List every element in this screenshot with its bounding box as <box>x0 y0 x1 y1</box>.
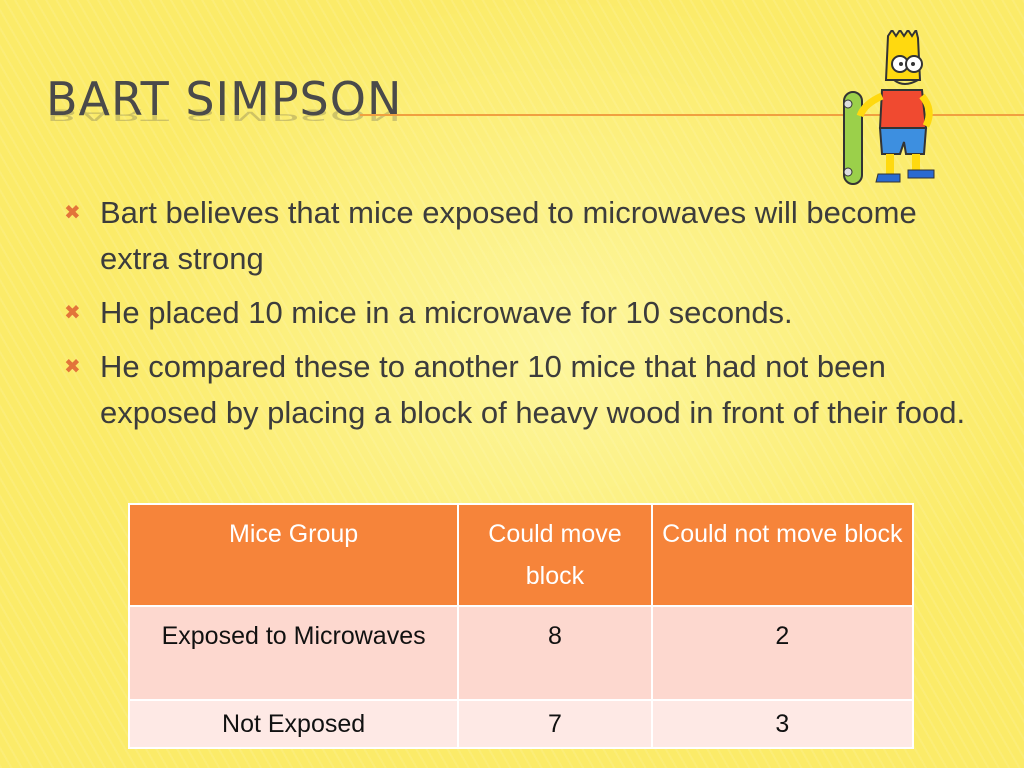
results-table: Mice Group Could move block Could not mo… <box>127 503 915 749</box>
table-cell: Exposed to Microwaves <box>127 605 460 701</box>
bullet-list: ✖ Bart believes that mice exposed to mic… <box>62 190 982 444</box>
x-mark-icon: ✖ <box>64 202 81 224</box>
table-row: Exposed to Microwaves 8 2 <box>127 605 915 701</box>
x-mark-icon: ✖ <box>64 302 81 324</box>
title-divider <box>360 114 1024 116</box>
table-cell: 8 <box>457 605 653 701</box>
table-cell: 2 <box>650 605 915 701</box>
table-header-row: Mice Group Could move block Could not mo… <box>127 503 915 607</box>
bullet-text: Bart believes that mice exposed to micro… <box>100 195 917 276</box>
bullet-text: He placed 10 mice in a microwave for 10 … <box>100 295 793 330</box>
bullet-text: He compared these to another 10 mice tha… <box>100 349 966 430</box>
slide-title-reflection: BART SIMPSON <box>46 105 403 125</box>
bullet-item: ✖ Bart believes that mice exposed to mic… <box>62 190 982 282</box>
slide-title: BART SIMPSON <box>46 72 403 126</box>
table-cell: 3 <box>650 699 915 749</box>
bart-simpson-image <box>843 30 935 185</box>
table-header-cell: Could not move block <box>650 503 915 607</box>
table-cell: Not Exposed <box>127 699 460 749</box>
table-header-cell: Mice Group <box>127 503 460 607</box>
bullet-item: ✖ He compared these to another 10 mice t… <box>62 344 982 436</box>
x-mark-icon: ✖ <box>64 356 81 378</box>
table-row: Not Exposed 7 3 <box>127 699 915 749</box>
table-header-cell: Could move block <box>457 503 653 607</box>
bullet-item: ✖ He placed 10 mice in a microwave for 1… <box>62 290 982 336</box>
table-cell: 7 <box>457 699 653 749</box>
